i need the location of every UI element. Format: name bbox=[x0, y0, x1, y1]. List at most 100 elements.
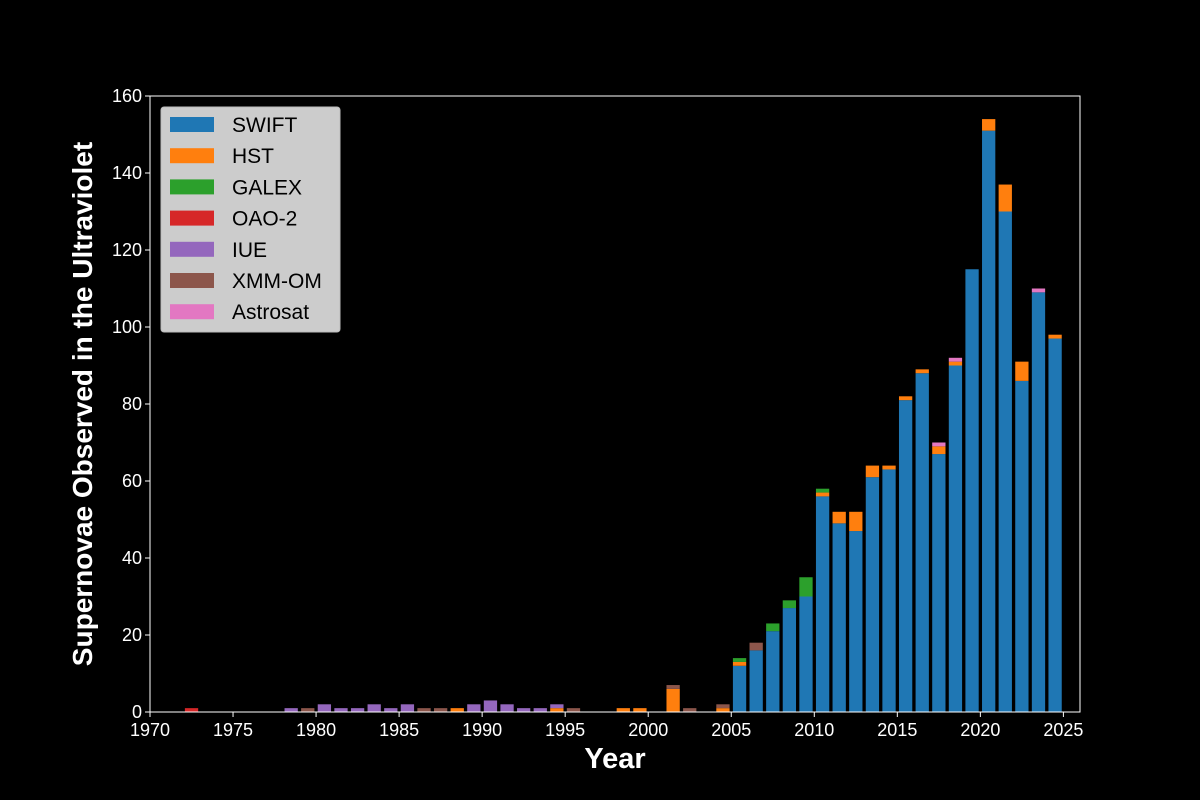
legend-swatch-galex bbox=[170, 179, 214, 195]
bar-galex-2007 bbox=[766, 623, 780, 632]
bar-galex-2009 bbox=[799, 577, 813, 597]
bar-swift-2005 bbox=[732, 665, 747, 712]
legend-label-iue: IUE bbox=[232, 239, 267, 262]
bar-galex-2005 bbox=[732, 658, 747, 662]
bar-swift-2020 bbox=[982, 130, 996, 712]
bar-swift-2010 bbox=[815, 496, 830, 712]
x-tick-label: 2025 bbox=[1043, 720, 1083, 740]
bar-galex-2010 bbox=[815, 488, 830, 493]
bar-hst-1998 bbox=[616, 708, 630, 712]
bar-hst-2005 bbox=[732, 661, 747, 666]
bar-swift-2008 bbox=[782, 608, 797, 712]
y-axis-title: Supernovae Observed in the Ultraviolet bbox=[67, 142, 98, 666]
bar-xmm-om-2004 bbox=[716, 704, 730, 709]
bar-swift-2023 bbox=[1031, 292, 1046, 712]
x-tick-label: 2005 bbox=[711, 720, 751, 740]
legend-swatch-xmm-om bbox=[170, 273, 214, 288]
bar-xmm-om-2001 bbox=[666, 685, 680, 689]
bar-swift-2018 bbox=[948, 365, 963, 712]
bar-hst-1988 bbox=[450, 708, 464, 712]
bar-hst-2024 bbox=[1048, 334, 1062, 339]
bar-swift-2012 bbox=[849, 531, 863, 712]
bar-hst-2021 bbox=[998, 184, 1012, 212]
y-tick-label: 20 bbox=[122, 625, 142, 645]
bar-astrosat-2017 bbox=[932, 442, 946, 447]
bar-astrosat-2018 bbox=[948, 357, 963, 362]
bar-xmm-om-2006 bbox=[749, 642, 763, 651]
bar-iue-1990 bbox=[483, 700, 498, 712]
x-tick-label: 1975 bbox=[213, 720, 253, 740]
bar-swift-2007 bbox=[766, 631, 780, 712]
bar-hst-1999 bbox=[633, 708, 647, 712]
legend: SWIFT HST GALEX OAO-2 IUE XMM-OM Astrosat bbox=[160, 106, 341, 333]
bar-swift-2013 bbox=[865, 477, 880, 712]
y-tick-label: 40 bbox=[122, 548, 142, 568]
bar-xmm-om-1987 bbox=[433, 708, 448, 712]
bar-iue-1994 bbox=[550, 704, 564, 709]
bar-iue-1993 bbox=[533, 708, 547, 712]
y-tick-label: 80 bbox=[122, 394, 142, 414]
bar-iue-1989 bbox=[467, 704, 481, 712]
bar-astrosat-2023 bbox=[1031, 288, 1046, 293]
x-tick-label: 2015 bbox=[877, 720, 917, 740]
bar-hst-2010 bbox=[815, 492, 830, 497]
bar-hst-2016 bbox=[915, 369, 929, 374]
x-tick-label: 2020 bbox=[960, 720, 1000, 740]
x-tick-label: 1970 bbox=[130, 720, 170, 740]
legend-label-xmm-om: XMM-OM bbox=[232, 270, 322, 293]
bar-hst-2018 bbox=[948, 361, 963, 366]
legend-swatch-astrosat bbox=[170, 304, 214, 320]
bar-iue-1981 bbox=[334, 708, 348, 712]
bar-swift-2024 bbox=[1048, 338, 1062, 712]
y-axis: 0 20 40 60 80 100 120 140 160 bbox=[112, 86, 150, 722]
bar-swift-2019 bbox=[965, 269, 979, 712]
bar-swift-2011 bbox=[832, 523, 846, 712]
x-tick-label: 1990 bbox=[462, 720, 502, 740]
x-axis: 1970 1975 1980 1985 1990 1995 2000 2005 2010 2015… bbox=[130, 712, 1083, 740]
legend-label-hst: HST bbox=[232, 145, 274, 168]
legend-swatch-hst bbox=[170, 148, 214, 164]
bar-xmm-om-2002 bbox=[683, 708, 697, 712]
bar-swift-2009 bbox=[799, 596, 813, 712]
bar-swift-2022 bbox=[1015, 380, 1029, 712]
bar-xmm-om-1986 bbox=[417, 708, 431, 712]
bars bbox=[184, 119, 1062, 712]
bar-iue-1982 bbox=[350, 708, 365, 712]
y-tick-label: 60 bbox=[122, 471, 142, 491]
bar-iue-1991 bbox=[500, 704, 514, 712]
y-tick-label: 120 bbox=[112, 240, 142, 260]
bar-swift-2017 bbox=[932, 454, 946, 712]
bar-hst-2014 bbox=[882, 465, 896, 470]
x-tick-label: 1980 bbox=[296, 720, 336, 740]
y-tick-label: 0 bbox=[132, 702, 142, 722]
bar-iue-1980 bbox=[317, 704, 332, 712]
x-tick-label: 2000 bbox=[628, 720, 668, 740]
bar-oao-2-1972 bbox=[184, 708, 199, 712]
y-tick-label: 160 bbox=[112, 86, 142, 106]
x-tick-label: 1985 bbox=[379, 720, 419, 740]
bar-iue-1985 bbox=[400, 704, 415, 712]
bar-xmm-om-1995 bbox=[566, 708, 581, 712]
bar-hst-1994 bbox=[550, 708, 564, 712]
bar-iue-1992 bbox=[517, 708, 531, 712]
bar-swift-2014 bbox=[882, 469, 896, 712]
legend-label-galex: GALEX bbox=[232, 176, 302, 199]
legend-label-astrosat: Astrosat bbox=[232, 301, 309, 324]
legend-label-oao-2: OAO-2 bbox=[232, 208, 297, 231]
bar-swift-2021 bbox=[998, 211, 1012, 712]
x-tick-label: 2010 bbox=[794, 720, 834, 740]
legend-swatch-iue bbox=[170, 241, 214, 257]
x-axis-title: Year bbox=[584, 743, 645, 775]
bar-galex-2008 bbox=[782, 600, 797, 609]
bar-xmm-om-1979 bbox=[301, 708, 315, 712]
y-tick-label: 100 bbox=[112, 317, 142, 337]
bar-swift-2015 bbox=[898, 400, 913, 712]
bar-hst-2001 bbox=[666, 688, 680, 712]
legend-swatch-oao-2 bbox=[170, 210, 214, 226]
bar-hst-2017 bbox=[932, 446, 946, 455]
bar-hst-2022 bbox=[1015, 361, 1029, 381]
bar-hst-2011 bbox=[832, 511, 846, 524]
bar-swift-2016 bbox=[915, 373, 929, 712]
y-tick-label: 140 bbox=[112, 163, 142, 183]
